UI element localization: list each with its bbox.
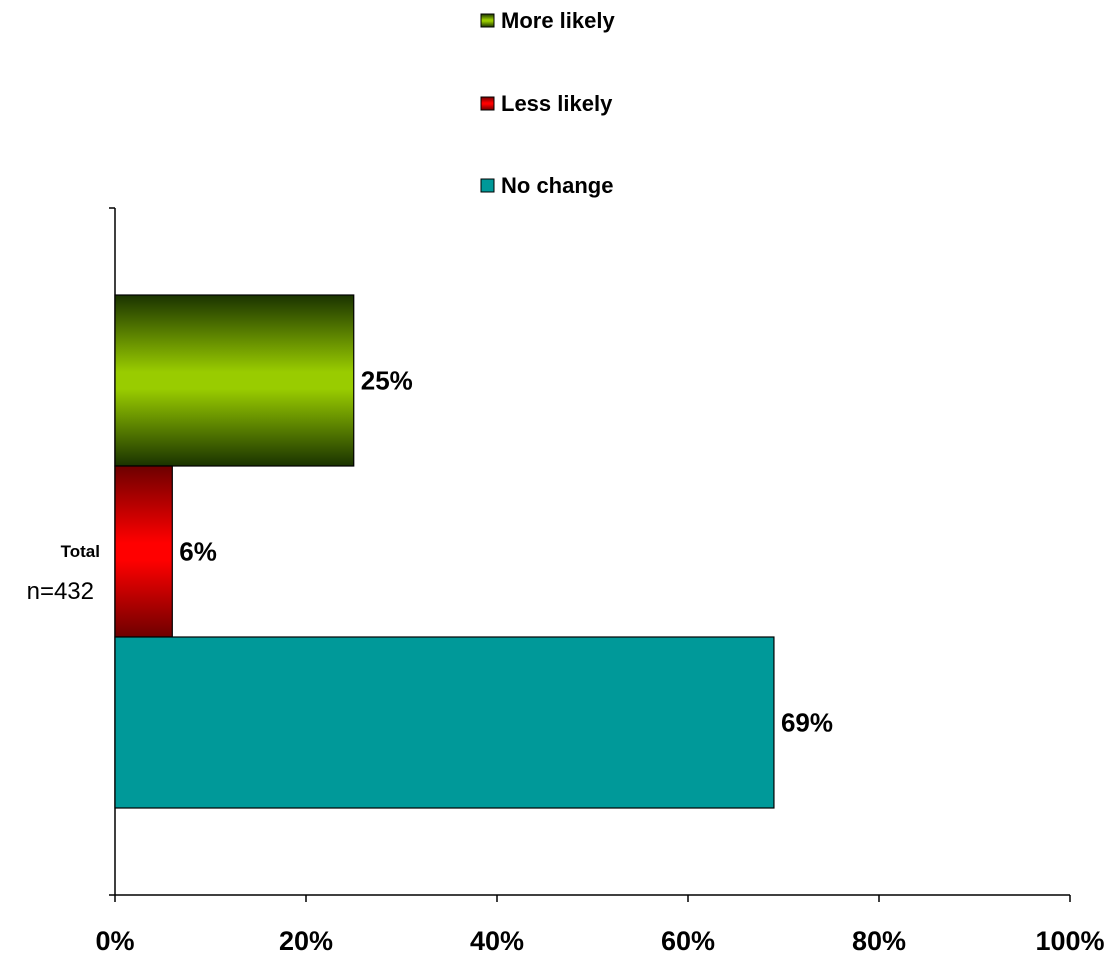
bar-more-likely bbox=[114, 294, 355, 467]
x-tick-label: 60% bbox=[661, 926, 715, 956]
x-tick-label: 40% bbox=[470, 926, 524, 956]
legend: More likely Less likely No change bbox=[480, 8, 615, 198]
legend-swatch-less-likely bbox=[480, 96, 495, 111]
data-label-less-likely: 6% bbox=[179, 537, 217, 567]
bar-less-likely bbox=[114, 465, 173, 638]
x-tick-label: 20% bbox=[279, 926, 333, 956]
x-tick-label: 100% bbox=[1035, 926, 1104, 956]
legend-label-more-likely: More likely bbox=[501, 8, 615, 33]
legend-item-less-likely: Less likely bbox=[480, 91, 613, 116]
x-tick-label: 80% bbox=[852, 926, 906, 956]
x-axis-ticks: 0% 20% 40% 60% 80% 100% bbox=[95, 895, 1105, 956]
legend-swatch-more-likely bbox=[480, 13, 495, 28]
category-sample-size: n=432 bbox=[27, 578, 94, 605]
bars: 25% 6% 69% bbox=[114, 294, 833, 809]
legend-label-less-likely: Less likely bbox=[501, 91, 613, 116]
x-tick-label: 0% bbox=[95, 926, 134, 956]
legend-item-more-likely: More likely bbox=[480, 8, 615, 33]
data-label-more-likely: 25% bbox=[361, 366, 413, 396]
legend-swatch-no-change bbox=[480, 178, 495, 193]
legend-item-no-change: No change bbox=[480, 173, 613, 198]
data-label-no-change: 69% bbox=[781, 708, 833, 738]
legend-label-no-change: No change bbox=[501, 173, 613, 198]
category-label-total: Total bbox=[61, 542, 100, 561]
bar-no-change bbox=[114, 636, 775, 809]
